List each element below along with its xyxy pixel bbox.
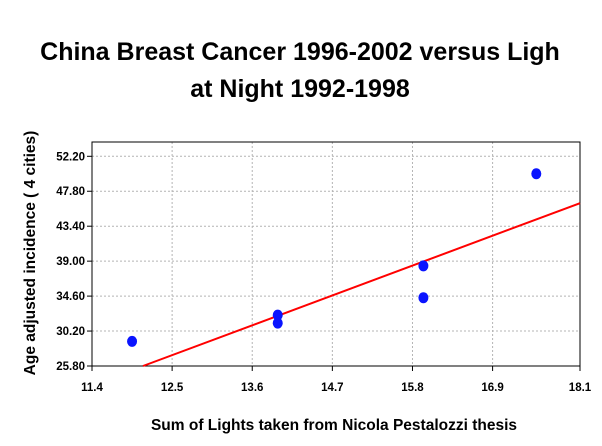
chart-title-line-2: at Night 1992-1998 <box>190 75 410 103</box>
y-tick-label: 43.40 <box>56 221 85 233</box>
trendline <box>142 202 581 367</box>
data-point <box>418 260 429 272</box>
chart-title-line-1: China Breast Cancer 1996-2002 versus Lig… <box>40 38 560 66</box>
data-point <box>127 335 138 347</box>
data-point <box>272 317 283 329</box>
x-axis-ticks: 11.4 12.5 13.6 14.7 15.8 16.9 18.1 <box>81 366 592 394</box>
y-tick-label: 52.20 <box>56 151 85 163</box>
data-point <box>272 309 283 321</box>
data-point <box>418 292 429 304</box>
y-tick-label: 25.80 <box>56 361 85 373</box>
x-axis-title: Sum of Lights taken from Nicola Pestaloz… <box>151 417 517 434</box>
plot-frame <box>91 141 581 367</box>
grid-lines <box>92 142 580 366</box>
x-tick-label: 13.6 <box>241 382 263 394</box>
y-tick-label: 47.80 <box>56 186 85 198</box>
y-tick-label: 30.20 <box>56 326 85 338</box>
y-tick-label: 34.60 <box>56 291 85 303</box>
data-points <box>127 168 542 347</box>
y-axis-title: Age adjusted incidence ( 4 cities) <box>22 131 39 376</box>
trendline-group <box>142 202 581 367</box>
y-tick-label: 39.00 <box>56 256 85 268</box>
x-tick-label: 11.4 <box>81 382 103 394</box>
y-axis-ticks: 25.80 30.20 34.60 39.00 43.40 47.80 52.20 <box>56 151 92 373</box>
x-tick-label: 14.7 <box>321 382 343 394</box>
x-tick-label: 16.9 <box>481 382 503 394</box>
x-tick-label: 12.5 <box>161 382 184 394</box>
data-point <box>531 168 542 180</box>
x-tick-label: 15.8 <box>401 382 424 394</box>
x-tick-label: 18.1 <box>569 382 592 394</box>
